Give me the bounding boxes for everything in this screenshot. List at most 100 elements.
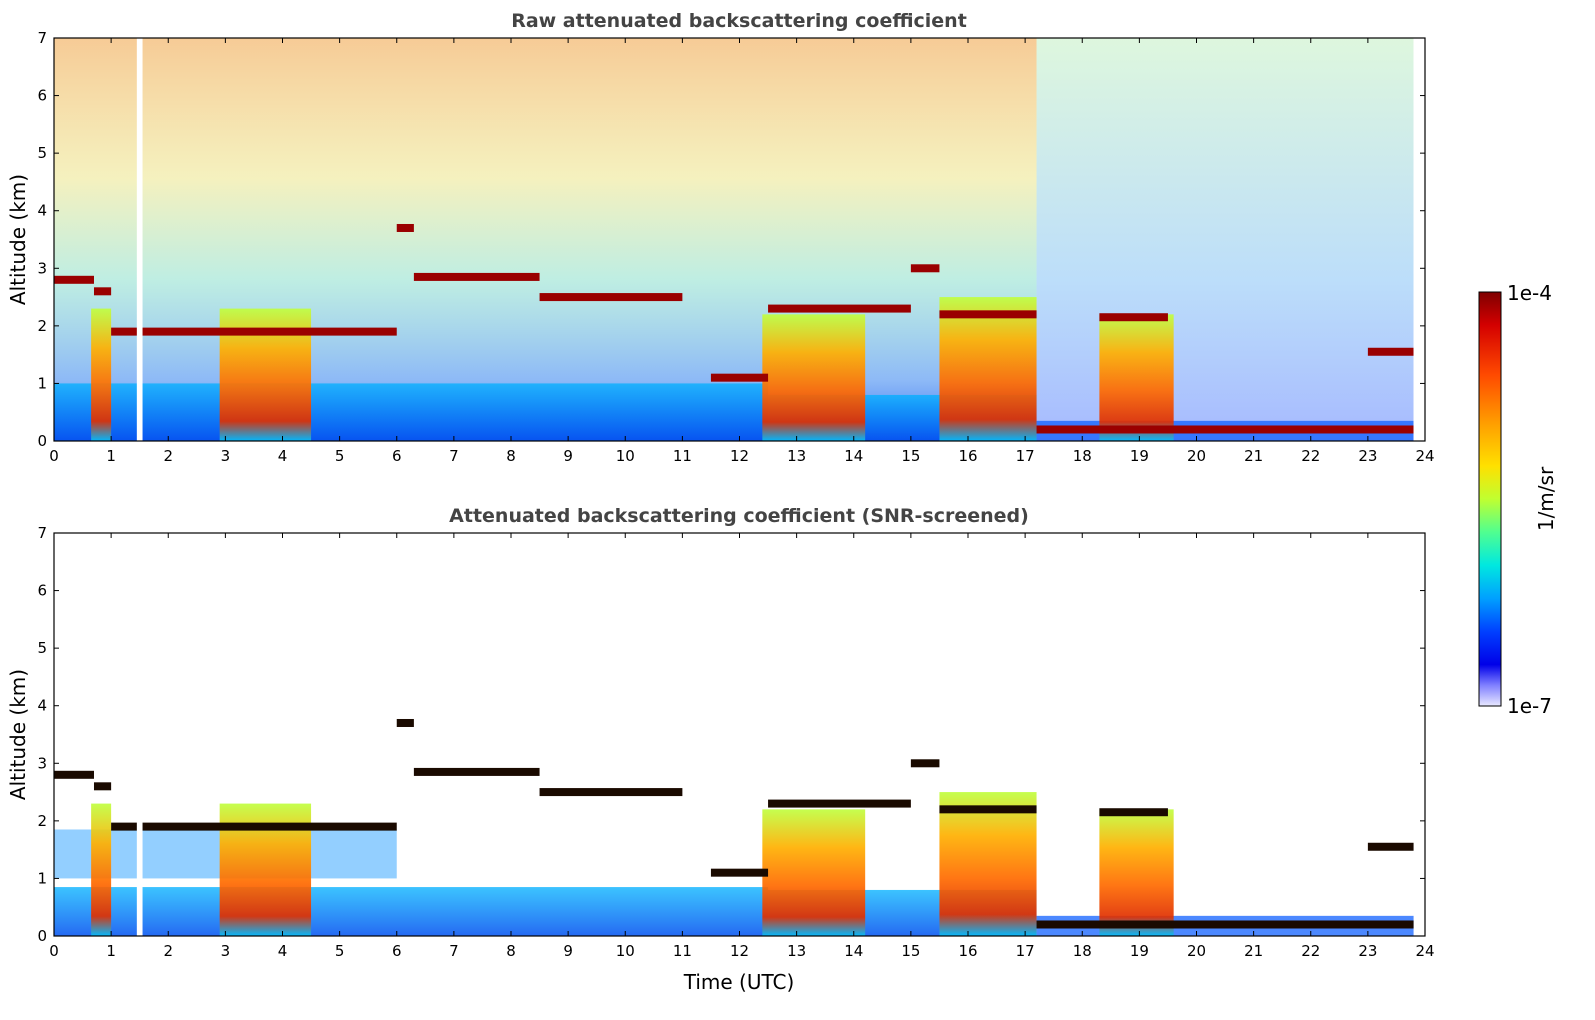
bottom-cloud-layers bbox=[54, 718, 1414, 929]
cloud-layer bbox=[413, 767, 540, 776]
x-tick-label: 2 bbox=[163, 447, 173, 465]
cloud-layer bbox=[710, 868, 769, 877]
x-tick-label: 20 bbox=[1187, 447, 1206, 465]
x-tick-label: 7 bbox=[449, 447, 459, 465]
x-tick-label: 5 bbox=[335, 447, 345, 465]
precipitation-column bbox=[939, 297, 1037, 441]
y-tick-label: 7 bbox=[37, 29, 47, 47]
cloud-layer bbox=[396, 223, 414, 232]
y-tick-label: 3 bbox=[37, 259, 47, 277]
cloud-layer bbox=[93, 782, 112, 791]
y-tick-label: 0 bbox=[37, 927, 47, 945]
top-precipitation-columns bbox=[91, 297, 1174, 441]
x-tick-label: 18 bbox=[1073, 447, 1092, 465]
cloud-layer bbox=[111, 822, 397, 831]
x-tick-label: 7 bbox=[449, 942, 459, 960]
bottom-plot-area bbox=[54, 533, 1414, 936]
x-tick-label: 12 bbox=[730, 447, 749, 465]
cloud-layer bbox=[939, 310, 1037, 319]
y-tick-label: 5 bbox=[37, 144, 47, 162]
x-tick-label: 10 bbox=[616, 447, 635, 465]
cloud-layer bbox=[1099, 808, 1168, 817]
top-plot-area bbox=[54, 38, 1425, 441]
cloud-layer bbox=[1036, 920, 1414, 929]
x-tick-label: 24 bbox=[1415, 942, 1434, 960]
top-cloud-layers bbox=[54, 223, 1414, 434]
y-tick-label: 2 bbox=[37, 317, 47, 335]
x-tick-label: 19 bbox=[1130, 942, 1149, 960]
y-tick-label: 4 bbox=[37, 202, 47, 220]
y-tick-label: 6 bbox=[37, 582, 47, 600]
y-tick-label: 3 bbox=[37, 754, 47, 772]
y-tick-label: 1 bbox=[37, 374, 47, 392]
x-tick-label: 3 bbox=[221, 942, 231, 960]
colorbar: 1e-4 1e-7 1/m/sr bbox=[1478, 281, 1558, 718]
colorbar-unit-label: 1/m/sr bbox=[1534, 466, 1558, 531]
precipitation-column bbox=[91, 803, 112, 936]
cloud-layer bbox=[1099, 313, 1168, 322]
cloud-layer bbox=[413, 272, 540, 281]
x-tick-label: 6 bbox=[392, 447, 402, 465]
snr-screened-panel: Attenuated backscattering coefficient (S… bbox=[6, 505, 1435, 994]
cloud-layer bbox=[1367, 842, 1414, 851]
x-tick-label: 22 bbox=[1301, 447, 1320, 465]
top-panel-title: Raw attenuated backscattering coefficien… bbox=[511, 10, 967, 32]
x-tick-label: 2 bbox=[163, 942, 173, 960]
x-tick-label: 8 bbox=[506, 942, 516, 960]
x-tick-label: 15 bbox=[901, 942, 920, 960]
x-tick-label: 16 bbox=[958, 942, 977, 960]
x-tick-label: 9 bbox=[563, 447, 573, 465]
boundary-layer-day bbox=[54, 383, 769, 441]
cloud-layer bbox=[539, 788, 683, 797]
x-tick-label: 18 bbox=[1073, 942, 1092, 960]
cloud-layer bbox=[111, 327, 397, 336]
precipitation-column bbox=[91, 308, 112, 441]
top-noise-background-night bbox=[1036, 38, 1414, 441]
x-tick-label: 17 bbox=[1016, 942, 1035, 960]
x-tick-label: 3 bbox=[221, 447, 231, 465]
x-tick-label: 23 bbox=[1358, 447, 1377, 465]
cloud-layer bbox=[1036, 425, 1414, 434]
y-tick-label: 7 bbox=[37, 524, 47, 542]
x-tick-label: 4 bbox=[278, 942, 288, 960]
x-tick-label: 16 bbox=[958, 447, 977, 465]
x-tick-label: 9 bbox=[563, 942, 573, 960]
x-tick-label: 22 bbox=[1301, 942, 1320, 960]
x-tick-label: 1 bbox=[106, 447, 116, 465]
x-tick-label: 14 bbox=[844, 447, 863, 465]
bottom-x-ticks: 0 1 2 3 4 5 6 7 8 9 10 11 12 13 14 15 16 17 18 19 20 21 22 23 24 bbox=[49, 533, 1435, 960]
x-tick-label: 0 bbox=[49, 447, 59, 465]
x-tick-label: 6 bbox=[392, 942, 402, 960]
x-tick-label: 23 bbox=[1358, 942, 1377, 960]
x-tick-label: 21 bbox=[1244, 942, 1263, 960]
cloud-layer bbox=[910, 759, 940, 768]
bottom-panel-title: Attenuated backscattering coefficient (S… bbox=[449, 505, 1029, 527]
cloud-layer bbox=[54, 770, 94, 779]
x-tick-label: 14 bbox=[844, 942, 863, 960]
top-y-axis-label: Altitude (km) bbox=[6, 174, 30, 305]
x-tick-label: 19 bbox=[1130, 447, 1149, 465]
cloud-layer bbox=[768, 799, 911, 808]
cloud-layer bbox=[54, 275, 94, 284]
y-tick-label: 1 bbox=[37, 869, 47, 887]
colorbar-min-label: 1e-7 bbox=[1507, 694, 1552, 718]
x-tick-label: 24 bbox=[1415, 447, 1434, 465]
y-tick-label: 4 bbox=[37, 697, 47, 715]
x-tick-label: 1 bbox=[106, 942, 116, 960]
y-tick-label: 0 bbox=[37, 432, 47, 450]
precipitation-column bbox=[762, 314, 866, 441]
cloud-layer bbox=[768, 304, 911, 313]
cloud-layer bbox=[93, 287, 112, 296]
x-tick-label: 20 bbox=[1187, 942, 1206, 960]
x-tick-label: 10 bbox=[616, 942, 635, 960]
bottom-y-ticks: 0 1 2 3 4 5 6 7 bbox=[37, 524, 1425, 945]
bottom-data-gap bbox=[136, 533, 143, 936]
x-tick-label: 17 bbox=[1016, 447, 1035, 465]
x-tick-label: 11 bbox=[673, 942, 692, 960]
colorbar-gradient bbox=[1478, 291, 1502, 707]
x-tick-label: 5 bbox=[335, 942, 345, 960]
x-axis-label: Time (UTC) bbox=[683, 970, 795, 994]
x-tick-label: 4 bbox=[278, 447, 288, 465]
top-y-ticks: 0 1 2 3 4 5 6 7 bbox=[37, 29, 1425, 450]
